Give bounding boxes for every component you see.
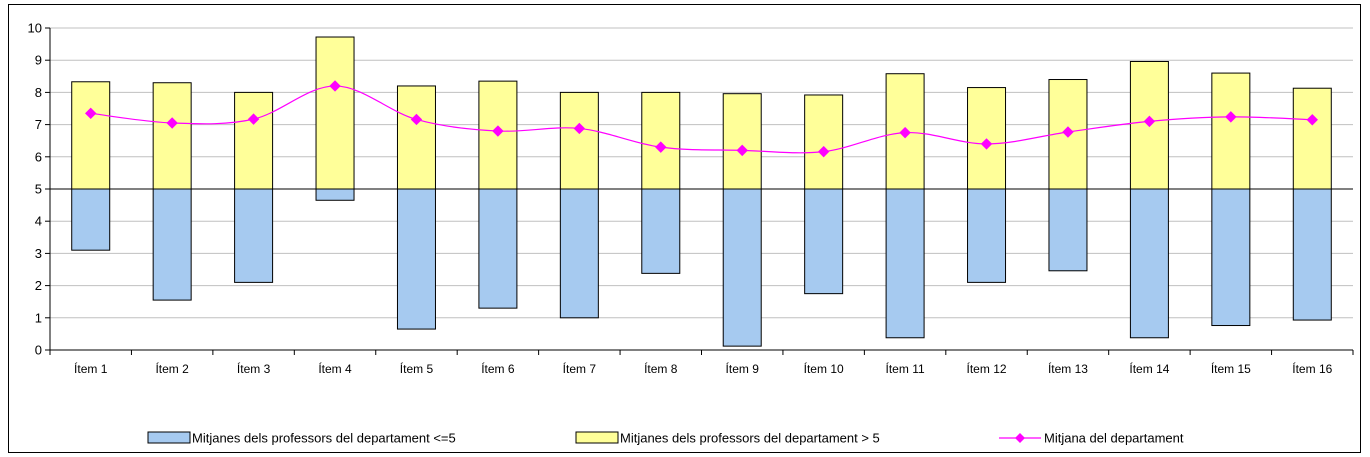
bar-below-5 — [885, 188, 925, 339]
mean-point-marker — [1143, 115, 1156, 128]
legend-label-above-5: Mitjanes dels professors del departament… — [620, 431, 880, 446]
y-tick-label: 4 — [35, 214, 42, 229]
x-tick-label: Ítem 9 — [726, 361, 760, 376]
bar-above-5 — [396, 85, 436, 190]
bar-above-5 — [1292, 87, 1332, 190]
mean-point-marker — [1062, 126, 1074, 138]
x-tick-label: Ítem 10 — [804, 361, 844, 376]
mean-point-marker — [655, 141, 667, 153]
bars — [50, 36, 1353, 347]
legend-label-below-5: Mitjanes dels professors del departament… — [192, 431, 456, 446]
mean-point-marker — [247, 113, 260, 125]
bar-below-5 — [152, 188, 192, 301]
legend-swatch-below-5 — [147, 431, 191, 444]
legend-swatch-above-5 — [575, 431, 619, 444]
y-tick-label: 5 — [35, 182, 42, 197]
mean-point-marker — [492, 125, 504, 137]
mean-series-line — [90, 85, 1313, 154]
mean-point-marker — [166, 117, 178, 129]
bar-above-5 — [315, 36, 355, 190]
bar-below-5 — [559, 188, 599, 319]
mean-point-marker — [899, 126, 911, 139]
bar-above-5 — [641, 91, 681, 190]
x-tick-label: Ítem 4 — [318, 361, 352, 376]
bar-below-5 — [71, 188, 111, 251]
x-axis-ticks: Ítem 1 Ítem 2 Ítem 3 Ítem 4 Ítem 5 Ítem 6 Ítem… — [49, 350, 1354, 376]
bar-above-5 — [559, 91, 599, 190]
x-tick-label: Ítem 5 — [400, 361, 434, 376]
y-axis-ticks: 0 1 2 3 4 5 6 7 8 9 10 — [28, 21, 50, 358]
mean-point-marker — [1306, 114, 1318, 126]
mean-point-marker — [1225, 111, 1237, 123]
y-tick-label: 3 — [35, 246, 42, 261]
bar-above-5 — [804, 94, 844, 190]
mean-point-marker — [85, 107, 97, 120]
bar-below-5 — [1292, 188, 1332, 321]
bar-above-5 — [1211, 72, 1251, 190]
x-tick-label: Ítem 2 — [155, 361, 189, 376]
mean-line — [85, 80, 1318, 158]
bar-below-5 — [1211, 188, 1251, 327]
legend-label-mean: Mitjana del departament — [1044, 431, 1184, 446]
x-tick-label: Ítem 8 — [644, 361, 678, 376]
bar-below-5 — [1129, 188, 1169, 339]
mean-point-marker — [817, 145, 830, 158]
x-tick-label: Ítem 11 — [886, 361, 925, 376]
bar-below-5 — [641, 188, 681, 274]
x-tick-label: Ítem 1 — [74, 361, 108, 376]
x-tick-label: Ítem 3 — [237, 361, 271, 376]
x-tick-label: Ítem 16 — [1292, 361, 1332, 376]
mean-point-marker — [329, 80, 341, 92]
mean-point-marker — [736, 144, 748, 157]
bar-below-5 — [967, 188, 1007, 283]
bar-below-5 — [478, 188, 518, 309]
y-tick-label: 10 — [28, 21, 42, 36]
mean-point-marker — [980, 138, 993, 150]
y-tick-label: 7 — [35, 117, 42, 132]
chart-area: 0 1 2 3 4 5 6 7 8 9 10 Ítem 1 Ítem 2 Ítem 3 Ítem 4 Íte… — [8, 4, 1361, 453]
bar-above-5 — [152, 82, 192, 190]
legend-swatch-mean-marker — [1015, 433, 1025, 443]
bar-below-5 — [234, 188, 274, 283]
bar-above-5 — [71, 81, 111, 190]
x-tick-label: Ítem 13 — [1048, 361, 1088, 376]
bar-below-5 — [1048, 188, 1088, 272]
x-tick-label: Ítem 15 — [1211, 361, 1251, 376]
y-tick-label: 8 — [35, 85, 42, 100]
mean-point-marker — [410, 113, 423, 126]
y-tick-label: 1 — [35, 310, 42, 325]
bar-below-5 — [396, 188, 436, 330]
x-tick-label: Ítem 6 — [481, 361, 515, 376]
x-tick-label: Ítem 12 — [967, 361, 1007, 376]
mean-point-marker — [573, 122, 586, 135]
y-tick-label: 2 — [35, 278, 42, 293]
x-tick-label: Ítem 14 — [1129, 361, 1169, 376]
y-tick-label: 0 — [35, 343, 42, 358]
bar-below-5 — [722, 188, 762, 347]
bar-above-5 — [722, 93, 762, 190]
x-tick-label: Ítem 7 — [563, 361, 597, 376]
bar-below-5 — [804, 188, 844, 295]
bar-below-5 — [315, 188, 355, 201]
y-tick-label: 9 — [35, 53, 42, 68]
y-tick-label: 6 — [35, 149, 42, 164]
legend: Mitjanes dels professors del departament… — [147, 431, 1184, 446]
bar-above-5 — [234, 91, 274, 190]
